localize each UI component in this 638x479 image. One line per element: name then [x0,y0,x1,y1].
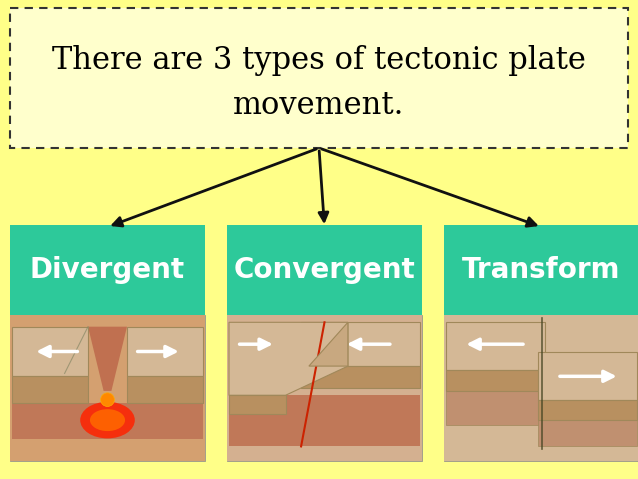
Polygon shape [301,322,420,366]
FancyBboxPatch shape [444,315,638,461]
Polygon shape [538,399,637,420]
Polygon shape [229,395,285,414]
Ellipse shape [80,402,135,438]
Polygon shape [446,322,545,370]
FancyBboxPatch shape [227,315,422,461]
FancyBboxPatch shape [10,8,628,148]
Text: Divergent: Divergent [30,256,185,284]
Polygon shape [12,327,88,376]
Polygon shape [88,327,127,391]
Polygon shape [12,403,203,439]
Polygon shape [538,420,637,446]
Circle shape [101,393,114,407]
FancyBboxPatch shape [444,225,638,315]
Polygon shape [229,322,348,395]
Text: Transform: Transform [463,256,621,284]
Polygon shape [229,395,420,446]
Polygon shape [309,322,348,366]
FancyBboxPatch shape [10,315,205,461]
Polygon shape [538,352,637,399]
Polygon shape [127,327,203,376]
Polygon shape [10,315,205,461]
FancyBboxPatch shape [227,225,422,315]
Text: Convergent: Convergent [234,256,415,284]
Polygon shape [444,315,638,461]
Polygon shape [446,391,545,424]
Polygon shape [12,376,88,403]
Polygon shape [301,366,420,388]
Polygon shape [127,376,203,403]
Text: There are 3 types of tectonic plate: There are 3 types of tectonic plate [52,45,586,76]
Ellipse shape [90,409,125,431]
Text: movement.: movement. [234,90,404,121]
FancyBboxPatch shape [10,225,205,315]
Polygon shape [227,315,422,461]
Polygon shape [446,370,545,391]
